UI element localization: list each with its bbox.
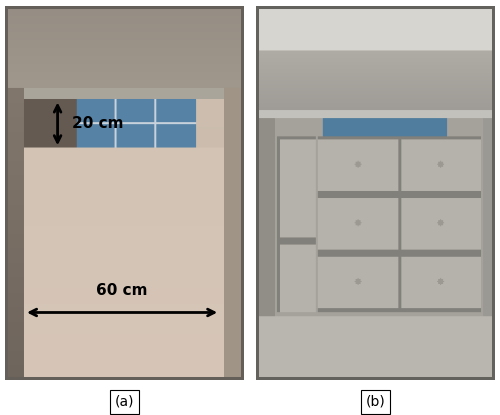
Text: (b): (b) xyxy=(366,395,386,409)
Text: 20 cm: 20 cm xyxy=(72,116,124,132)
Text: (a): (a) xyxy=(115,395,134,409)
Text: 60 cm: 60 cm xyxy=(96,283,148,298)
